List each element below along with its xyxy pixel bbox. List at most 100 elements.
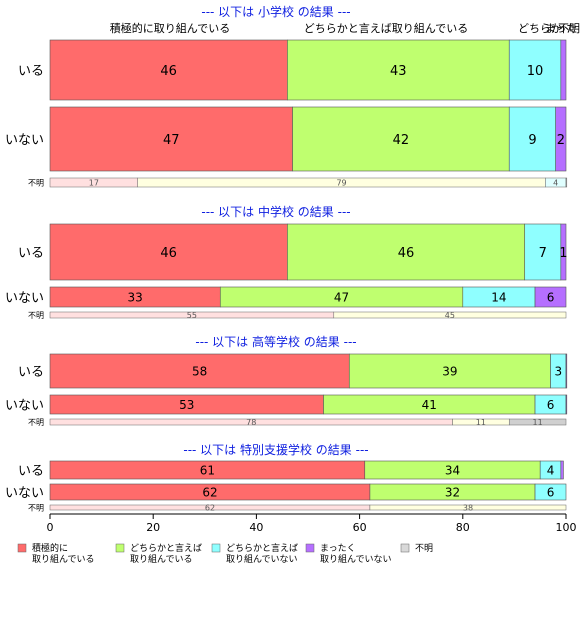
row-label: いない — [5, 486, 44, 501]
panel-title: --- 以下は 高等学校 の結果 --- — [195, 334, 356, 349]
bar-value-label: 32 — [445, 486, 460, 500]
top-category-label: まった — [545, 22, 578, 35]
unknown-value-label: 11 — [476, 418, 486, 427]
row-label: いない — [5, 133, 44, 148]
row-label: いる — [18, 464, 44, 479]
unknown-value-label: 4 — [553, 179, 558, 188]
bar-segment — [565, 394, 568, 415]
legend-swatch — [305, 543, 315, 553]
unknown-row-label: 不明 — [28, 504, 44, 513]
legend-label: 取り組んでいない — [226, 553, 298, 565]
bar-value-label: 4 — [547, 464, 555, 478]
bar-value-label: 42 — [393, 133, 410, 148]
unknown-row-label: 不明 — [28, 418, 44, 427]
bar-value-label: 62 — [202, 486, 217, 500]
unknown-segment — [508, 418, 567, 426]
bar-value-label: 53 — [179, 398, 194, 412]
bar-value-label: 2 — [557, 133, 565, 148]
bar-segment — [49, 106, 293, 172]
x-tick-label: 100 — [556, 521, 577, 534]
bar-value-label: 47 — [163, 133, 180, 148]
legend-label: どちらかと言えば — [130, 542, 202, 554]
unknown-row-label: 不明 — [28, 311, 44, 320]
unknown-value-label: 17 — [89, 179, 99, 188]
unknown-value-label: 11 — [533, 418, 543, 427]
bar-segment — [534, 483, 567, 501]
top-category-label: どちらかと言えば取り組んでいる — [304, 22, 468, 35]
row-label: いない — [5, 291, 44, 306]
legend-swatch — [115, 543, 125, 553]
bar-value-label: 7 — [539, 246, 547, 261]
legend-swatch — [400, 543, 410, 553]
x-tick-label: 0 — [47, 521, 54, 534]
bar-value-label: 47 — [334, 291, 349, 305]
x-tick-label: 80 — [456, 521, 470, 534]
bar-value-label: 46 — [160, 64, 177, 79]
row-label: いる — [18, 246, 44, 261]
bar-segment — [508, 106, 556, 172]
legend-swatch — [17, 543, 27, 553]
unknown-value-label: 38 — [463, 504, 473, 513]
legend-label: 取り組んでいる — [130, 553, 193, 565]
row-label: いる — [18, 365, 44, 380]
panel-title: --- 以下は 中学校 の結果 --- — [201, 204, 350, 219]
unknown-value-label: 78 — [246, 418, 256, 427]
bar-value-label: 1 — [559, 246, 567, 261]
bar-value-label: 6 — [547, 486, 555, 500]
top-category-label: 積極的に取り組んでいる — [110, 21, 230, 35]
panel-title: --- 以下は 小学校 の結果 --- — [201, 4, 350, 19]
bar-value-label: 43 — [390, 64, 407, 79]
bar-value-label: 46 — [398, 246, 415, 261]
bar-value-label: 9 — [528, 133, 536, 148]
bar-segment — [49, 353, 350, 389]
unknown-value-label: 45 — [445, 311, 455, 320]
bar-value-label: 39 — [442, 365, 457, 379]
bar-value-label: 14 — [491, 291, 506, 305]
legend-label: 取り組んでいない — [320, 553, 392, 565]
legend-label: 不明 — [415, 543, 433, 554]
bar-segment — [508, 39, 562, 101]
bar-segment — [292, 106, 510, 172]
bar-value-label: 41 — [422, 398, 437, 412]
panel-title: --- 以下は 特別支援学校 の結果 --- — [183, 442, 368, 457]
bar-segment — [555, 106, 567, 172]
legend-label: 取り組んでいる — [32, 553, 95, 565]
bar-segment — [560, 460, 564, 480]
x-tick-label: 60 — [353, 521, 367, 534]
unknown-segment — [333, 311, 567, 319]
bar-segment — [565, 353, 568, 389]
bar-segment — [534, 286, 567, 308]
bar-value-label: 46 — [160, 246, 177, 261]
row-label: いない — [5, 399, 44, 414]
x-tick-label: 40 — [249, 521, 263, 534]
x-tick-label: 20 — [146, 521, 160, 534]
bar-segment — [49, 39, 288, 101]
legend-label: 積極的に — [32, 542, 68, 554]
legend-swatch — [211, 543, 221, 553]
bar-segment — [560, 39, 567, 101]
bar-segment — [49, 223, 288, 281]
bar-segment — [524, 223, 562, 281]
unknown-segment — [565, 177, 568, 188]
unknown-segment — [369, 504, 567, 511]
bar-segment — [560, 223, 567, 281]
unknown-row-label: 不明 — [28, 179, 44, 188]
bar-value-label: 6 — [547, 398, 555, 412]
unknown-value-label: 55 — [187, 311, 197, 320]
bar-value-label: 33 — [127, 291, 142, 305]
bar-value-label: 58 — [192, 365, 207, 379]
unknown-value-label: 79 — [336, 179, 346, 188]
legend-label: まったく — [320, 543, 356, 554]
bar-segment — [287, 223, 526, 281]
bar-value-label: 3 — [554, 365, 562, 379]
bar-value-label: 34 — [445, 464, 460, 478]
row-label: いる — [18, 64, 44, 79]
bar-value-label: 10 — [527, 64, 544, 79]
legend-label: どちらかと言えば — [226, 542, 298, 554]
bar-segment — [348, 353, 551, 389]
unknown-value-label: 62 — [205, 504, 215, 513]
bar-value-label: 61 — [200, 464, 215, 478]
top-category-label: 不明 — [558, 22, 580, 35]
bar-value-label: 6 — [547, 291, 555, 305]
